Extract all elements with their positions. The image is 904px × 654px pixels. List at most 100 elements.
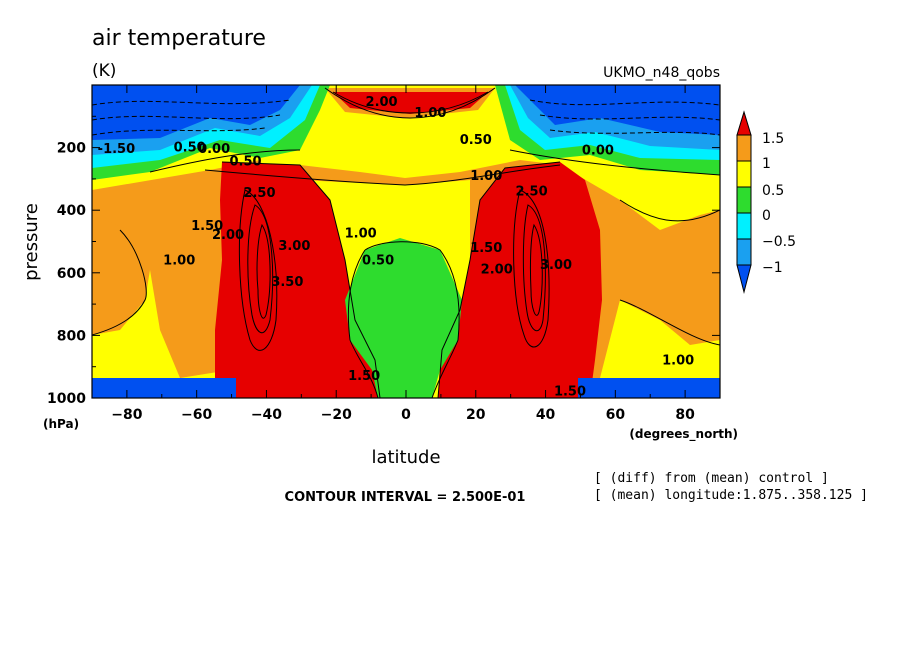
x-axis-ticks: −80 −60 −40 −20 0 20 40 60 80 xyxy=(91,85,721,423)
contour-line xyxy=(247,204,274,333)
y-axis-label: pressure xyxy=(21,203,42,281)
x-tick-label: −80 xyxy=(111,407,142,423)
y-tick-label: 200 xyxy=(57,141,86,157)
contour-label: 1.00 xyxy=(470,169,502,184)
colorbar-band xyxy=(736,238,752,266)
contour-label: 1.50 xyxy=(191,219,223,234)
y-axis-units: (hPa) xyxy=(43,417,79,431)
colorbar-tick-labels: 1.5 1 0.5 0 −0.5 −1 xyxy=(762,131,796,276)
contour-line xyxy=(332,91,489,114)
contour-label: 3.00 xyxy=(540,258,572,273)
contour-line xyxy=(347,249,379,398)
contour-label: 0.50 xyxy=(174,141,206,156)
colorbar-band xyxy=(736,134,752,162)
contour-line-dashed xyxy=(539,114,720,121)
band-blue-strat-south xyxy=(92,85,300,140)
x-tick-label: 60 xyxy=(606,407,626,423)
colorbar-band xyxy=(736,186,752,214)
contour-line xyxy=(149,149,301,173)
x-tick-label: 20 xyxy=(466,407,486,423)
contour-label: 2.50 xyxy=(243,186,275,201)
y-tick-label: 400 xyxy=(57,203,86,219)
x-axis-units: (degrees_north) xyxy=(629,427,738,442)
contour-line xyxy=(324,87,496,119)
colorbar-tick-label: 0 xyxy=(762,208,771,224)
x-tick-label: 40 xyxy=(536,407,556,423)
footnote-longitude: [ (mean) longitude:1.875..358.125 ] xyxy=(594,488,868,503)
colorbar-tick-label: −0.5 xyxy=(762,234,796,250)
band-blue-surface-north xyxy=(578,378,720,398)
colorbar-tick-label: −1 xyxy=(762,260,783,276)
footnote-diff: [ (diff) from (mean) control ] xyxy=(594,471,829,486)
contour-label: 0.50 xyxy=(362,253,394,268)
contour-label: 1.00 xyxy=(163,253,195,268)
contour-line xyxy=(529,223,543,316)
colorbar-tick-label: 1.5 xyxy=(762,131,784,147)
band-blue-strat-north xyxy=(515,85,720,135)
colorbar-tick-label: 0.5 xyxy=(762,183,784,199)
negative-contour-lines xyxy=(92,99,720,136)
contour-line-dashed xyxy=(549,129,720,136)
x-tick-label: 80 xyxy=(675,407,695,423)
contour-line-dashed xyxy=(92,99,291,106)
contour-line xyxy=(509,149,720,176)
colorbar xyxy=(736,110,752,294)
contour-line xyxy=(364,241,460,398)
contour-label: 3.00 xyxy=(278,239,310,254)
contour-line-dashed xyxy=(529,99,720,106)
y-tick-label: 800 xyxy=(57,328,86,344)
contour-label: 1.00 xyxy=(662,353,694,368)
contour-line xyxy=(619,199,720,222)
chart-units: (K) xyxy=(92,61,116,81)
source-label: UKMO_n48_qobs xyxy=(603,65,720,81)
x-tick-label: −20 xyxy=(321,407,352,423)
y-tick-label: 1000 xyxy=(47,391,86,407)
y-axis-ticks: 200 400 600 800 1000 xyxy=(47,115,720,407)
contour-label: -1.50 xyxy=(98,142,135,157)
contour-interval: CONTOUR INTERVAL = 2.500E-01 xyxy=(285,490,526,505)
contour-line xyxy=(92,229,147,336)
band-red-south-jet xyxy=(215,162,380,398)
contour-label: 0.00 xyxy=(198,142,230,157)
band-red-surface-south xyxy=(236,376,355,398)
contour-label: 1.00 xyxy=(345,227,377,242)
y-tick-label: 600 xyxy=(57,266,86,282)
contour-field xyxy=(92,85,720,398)
x-tick-label: −60 xyxy=(181,407,212,423)
contour-label: 0.00 xyxy=(582,144,614,159)
contour-label: 3.50 xyxy=(271,275,303,290)
x-axis-label: latitude xyxy=(371,447,440,468)
contour-line xyxy=(513,189,550,348)
contour-label: 0.50 xyxy=(460,133,492,148)
contour-line xyxy=(522,204,546,332)
contour-label: 1.50 xyxy=(554,385,586,400)
contour-label: 1.00 xyxy=(414,106,446,121)
contour-line xyxy=(204,164,561,186)
band-blue-surface-south xyxy=(92,378,236,398)
contour-label: 2.00 xyxy=(212,228,244,243)
colorbar-top-arrow xyxy=(736,110,752,136)
contour-labels: 2.001.00-1.50 0.500.000.501.000.500.002.5… xyxy=(98,95,694,400)
colorbar-bottom-arrow xyxy=(736,264,752,294)
contour-line xyxy=(619,299,720,346)
x-tick-label: 0 xyxy=(401,407,411,423)
contour-label: 2.50 xyxy=(516,184,548,199)
band-orange-south-edge xyxy=(92,215,150,335)
contour-line-dashed xyxy=(92,127,266,136)
contour-line xyxy=(437,161,561,398)
band-red-surface-north xyxy=(462,375,575,398)
contour-line xyxy=(256,223,271,319)
contour-lines xyxy=(92,87,720,398)
colorbar-band xyxy=(736,160,752,188)
contour-line xyxy=(221,161,381,398)
contour-label: 1.50 xyxy=(470,241,502,256)
colorbar-tick-label: 1 xyxy=(762,156,771,172)
contour-label: 0.50 xyxy=(229,155,261,170)
contour-line xyxy=(238,189,278,351)
chart-title: air temperature xyxy=(92,26,266,51)
contour-label: 2.00 xyxy=(481,263,513,278)
band-red-north-jet xyxy=(438,162,602,398)
contour-label: 1.50 xyxy=(348,369,380,384)
x-tick-label: −40 xyxy=(251,407,282,423)
